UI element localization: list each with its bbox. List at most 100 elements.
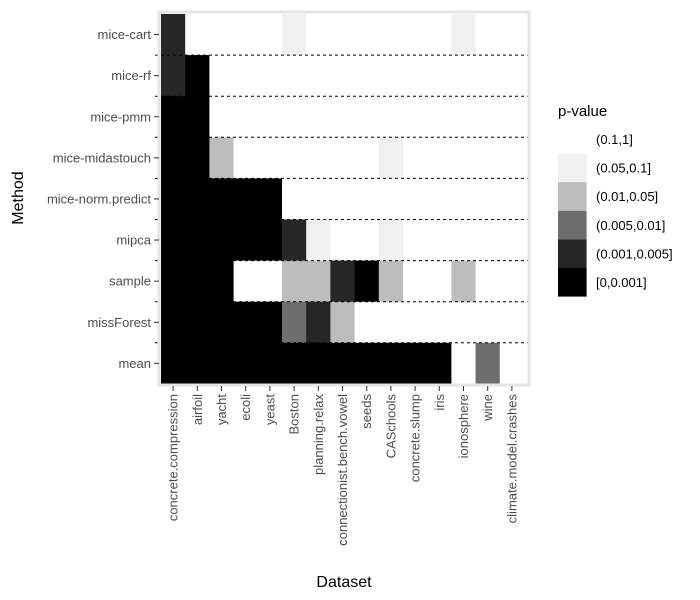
x-tick-label: yeast	[262, 394, 277, 425]
heatmap-cell	[378, 137, 404, 179]
heatmap-cell	[354, 137, 380, 179]
heatmap-cell	[499, 342, 525, 385]
heatmap-cell	[282, 219, 307, 262]
heatmap-cell	[330, 55, 356, 97]
heatmap-cell	[354, 55, 380, 97]
heatmap-cell	[161, 55, 186, 97]
heatmap-cell	[403, 137, 428, 179]
heatmap-cell	[306, 260, 331, 303]
heatmap-cell	[451, 260, 477, 303]
x-tick-label: CASchools	[383, 394, 398, 459]
heatmap-cell	[378, 260, 404, 303]
heatmap-cell	[233, 55, 259, 97]
heatmap-cell	[306, 14, 331, 56]
x-tick-label: iris	[432, 394, 447, 411]
heatmap-cell	[209, 55, 235, 97]
heatmap-cell	[499, 137, 525, 179]
x-axis: concrete.compression airfoil yacht ecoli yea…	[166, 386, 519, 546]
heatmap-cell	[403, 342, 428, 385]
heatmap-cell	[427, 14, 452, 56]
legend-swatch	[558, 239, 587, 268]
x-tick-label: wine	[480, 394, 495, 422]
heatmap-cell	[475, 55, 501, 97]
heatmap-cell	[185, 14, 210, 56]
heatmap-cell	[427, 342, 452, 385]
heatmap-cell	[403, 96, 428, 138]
heatmap-cell	[257, 219, 283, 262]
heatmap-cell	[257, 96, 283, 138]
heatmap-cell	[403, 178, 428, 221]
heatmap-cell	[475, 178, 501, 221]
heatmap-cell	[306, 301, 331, 344]
heatmap-cell	[233, 342, 259, 385]
y-tick-label: mice-midastouch	[53, 150, 151, 165]
heatmap-cell	[451, 137, 477, 179]
heatmap-cell	[451, 55, 477, 97]
heatmap-cell	[282, 260, 307, 303]
heatmap-cell	[257, 14, 283, 56]
heatmap-cell	[330, 96, 356, 138]
heatmap-cell	[499, 55, 525, 97]
heatmap-cell	[378, 96, 404, 138]
heatmap-cell	[403, 219, 428, 262]
heatmap-cell	[354, 219, 380, 262]
heatmap-cells	[161, 14, 525, 385]
heatmap-cell	[499, 219, 525, 262]
heatmap-cell	[499, 178, 525, 221]
heatmap-cell	[209, 14, 235, 56]
legend-swatch	[558, 153, 587, 183]
heatmap-cell	[185, 96, 210, 138]
heatmap-cell	[330, 14, 356, 56]
heatmap-cell	[209, 260, 235, 303]
heatmap-cell	[282, 96, 307, 138]
heatmap-cell	[475, 342, 501, 385]
y-tick-label: mice-norm.predict	[47, 191, 151, 206]
heatmap-cell	[257, 137, 283, 179]
heatmap-cell	[403, 14, 428, 56]
heatmap-cell	[257, 55, 283, 97]
heatmap-cell	[209, 342, 235, 385]
legend-swatch	[558, 210, 587, 240]
x-tick-label: connectionist.bench.vowel	[335, 394, 350, 546]
heatmap-cell	[306, 96, 331, 138]
legend-label: (0.01,0.05]	[596, 189, 658, 204]
heatmap-cell	[330, 219, 356, 262]
heatmap-cell	[306, 178, 331, 221]
heatmap-cell	[403, 301, 428, 344]
heatmap-cell	[233, 301, 259, 344]
heatmap-cell	[161, 342, 186, 385]
y-tick-label: mean	[118, 356, 151, 371]
heatmap-cell	[185, 178, 210, 221]
heatmap-cell	[499, 96, 525, 138]
heatmap-cell	[306, 219, 331, 262]
heatmap-cell	[403, 55, 428, 97]
x-axis-title: Dataset	[316, 574, 372, 591]
heatmap-cell	[233, 260, 259, 303]
heatmap-cell	[378, 342, 404, 385]
heatmap-cell	[354, 14, 380, 56]
heatmap-cell	[185, 301, 210, 344]
heatmap-cell	[354, 342, 380, 385]
legend-label: (0.05,0.1]	[596, 161, 651, 176]
heatmap-cell	[499, 301, 525, 344]
heatmap-cell	[282, 137, 307, 179]
heatmap-cell	[257, 178, 283, 221]
y-axis: mice-cart mice-rf mice-pmm mice-midastouch m…	[47, 27, 159, 371]
heatmap-cell	[257, 301, 283, 344]
heatmap-cell	[427, 301, 452, 344]
heatmap-cell	[475, 14, 501, 56]
heatmap-cell	[354, 260, 380, 303]
heatmap-cell	[427, 260, 452, 303]
y-axis-title: Method	[10, 171, 27, 224]
heatmap-cell	[451, 342, 477, 385]
heatmap-cell	[185, 342, 210, 385]
heatmap-cell	[233, 14, 259, 56]
heatmap-cell	[330, 342, 356, 385]
legend-swatch	[558, 125, 587, 154]
heatmap-cell	[233, 178, 259, 221]
legend-swatch	[558, 182, 587, 211]
legend: p-value (0.1,1] (0.05,0.1] (0.01,0.05] (0.0…	[558, 103, 673, 297]
x-tick-label: ionosphere	[456, 394, 471, 458]
legend-label: [0,0.001]	[596, 275, 647, 290]
heatmap-cell	[209, 96, 235, 138]
